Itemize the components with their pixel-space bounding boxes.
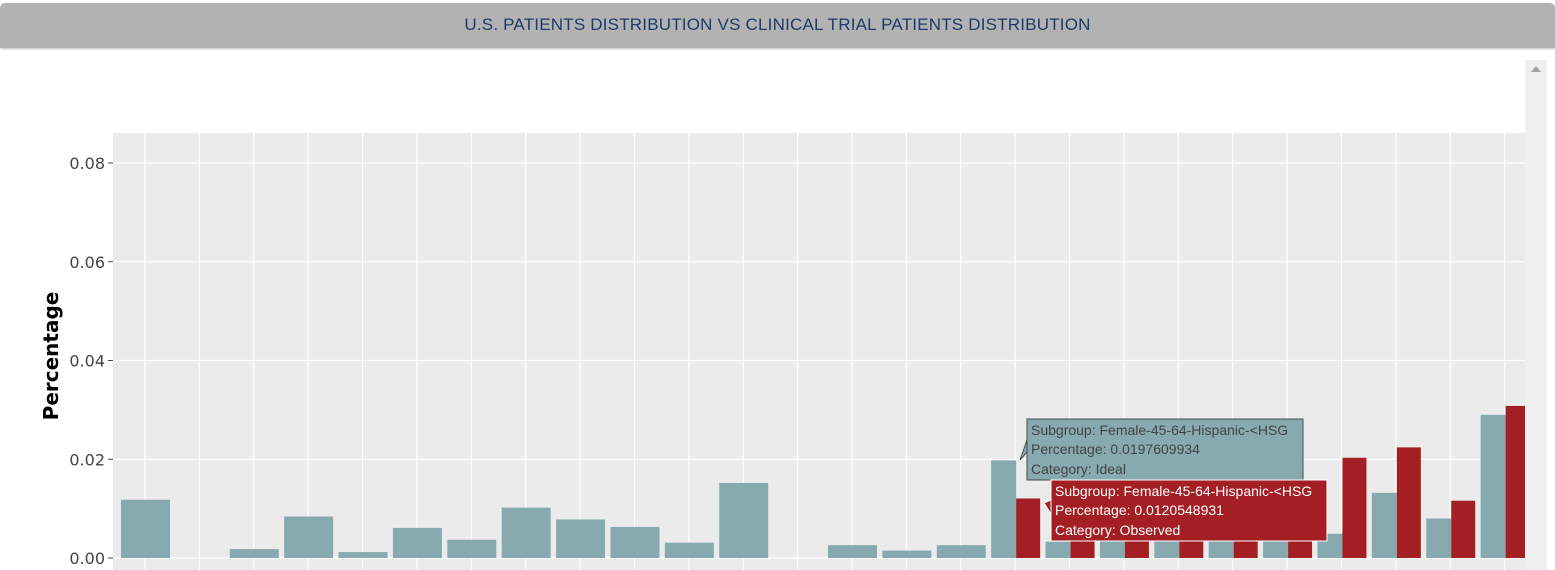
tooltip-observed-box <box>1050 479 1328 542</box>
bar-ideal[interactable] <box>610 526 660 558</box>
bar-ideal[interactable] <box>1154 540 1180 558</box>
bar-ideal[interactable] <box>121 499 170 558</box>
tooltip-ideal-category: Category: Ideal <box>1031 461 1126 477</box>
bar-ideal[interactable] <box>1045 541 1071 558</box>
bar-ideal[interactable] <box>338 552 388 558</box>
tooltip-observed: Subgroup: Female-45-64-Hispanic-<HSG Per… <box>1043 479 1328 542</box>
y-tick-label: 0.06 <box>69 253 105 272</box>
bar-observed[interactable] <box>1342 457 1367 558</box>
y-tick-label: 0.04 <box>69 352 105 371</box>
bar-ideal[interactable] <box>229 549 279 558</box>
bar-ideal[interactable] <box>284 516 334 558</box>
bar-ideal[interactable] <box>501 507 551 558</box>
bar-ideal[interactable] <box>1426 518 1452 559</box>
bar-ideal[interactable] <box>447 539 497 558</box>
scroll-up-arrow-icon[interactable] <box>1531 66 1541 72</box>
y-tick-label: 0.08 <box>69 154 105 173</box>
bar-ideal[interactable] <box>991 460 1017 558</box>
bar-observed[interactable] <box>1233 540 1258 558</box>
y-tick-label: 0.00 <box>69 549 105 568</box>
bar-observed[interactable] <box>1505 405 1525 558</box>
y-axis-label: Percentage <box>39 292 63 421</box>
bar-ideal[interactable] <box>392 527 442 558</box>
bar-ideal[interactable] <box>882 550 932 558</box>
tooltip-observed-percentage: Percentage: 0.0120548931 <box>1055 502 1224 518</box>
bar-ideal[interactable] <box>1099 540 1125 558</box>
y-axis: 0.00 0.02 0.04 0.06 0.08 <box>69 154 113 568</box>
bars <box>121 405 1525 559</box>
bar-ideal[interactable] <box>1480 414 1506 558</box>
tooltip-ideal: Subgroup: Female-45-64-Hispanic-<HSG Per… <box>1019 418 1304 481</box>
bar-ideal[interactable] <box>664 542 714 558</box>
bar-observed[interactable] <box>1124 540 1149 558</box>
tooltip-ideal-box <box>1026 418 1304 481</box>
bar-observed[interactable] <box>1288 540 1313 558</box>
chart-header: U.S. PATIENTS DISTRIBUTION VS CLINICAL T… <box>0 3 1555 48</box>
bar-observed[interactable] <box>1070 540 1095 558</box>
chart-title: U.S. PATIENTS DISTRIBUTION VS CLINICAL T… <box>464 15 1091 34</box>
vertical-scrollbar[interactable] <box>1525 60 1547 570</box>
bar-observed[interactable] <box>1016 498 1041 558</box>
bar-ideal[interactable] <box>1263 540 1289 558</box>
bar-ideal[interactable] <box>936 545 986 558</box>
bar-ideal[interactable] <box>828 545 877 558</box>
bar-ideal[interactable] <box>1371 492 1397 558</box>
tooltip-ideal-percentage: Percentage: 0.0197609934 <box>1031 441 1200 457</box>
tooltip-observed-subgroup: Subgroup: Female-45-64-Hispanic-<HSG <box>1055 483 1312 499</box>
bar-observed[interactable] <box>1451 500 1476 558</box>
bar-ideal[interactable] <box>719 482 769 558</box>
bar-ideal[interactable] <box>556 519 606 558</box>
tooltip-ideal-subgroup: Subgroup: Female-45-64-Hispanic-<HSG <box>1031 422 1288 438</box>
bar-observed[interactable] <box>1396 447 1421 558</box>
bar-ideal[interactable] <box>1208 540 1234 558</box>
y-tick-label: 0.02 <box>69 450 105 469</box>
tooltip-observed-category: Category: Observed <box>1055 522 1180 538</box>
bar-observed[interactable] <box>1179 540 1204 558</box>
